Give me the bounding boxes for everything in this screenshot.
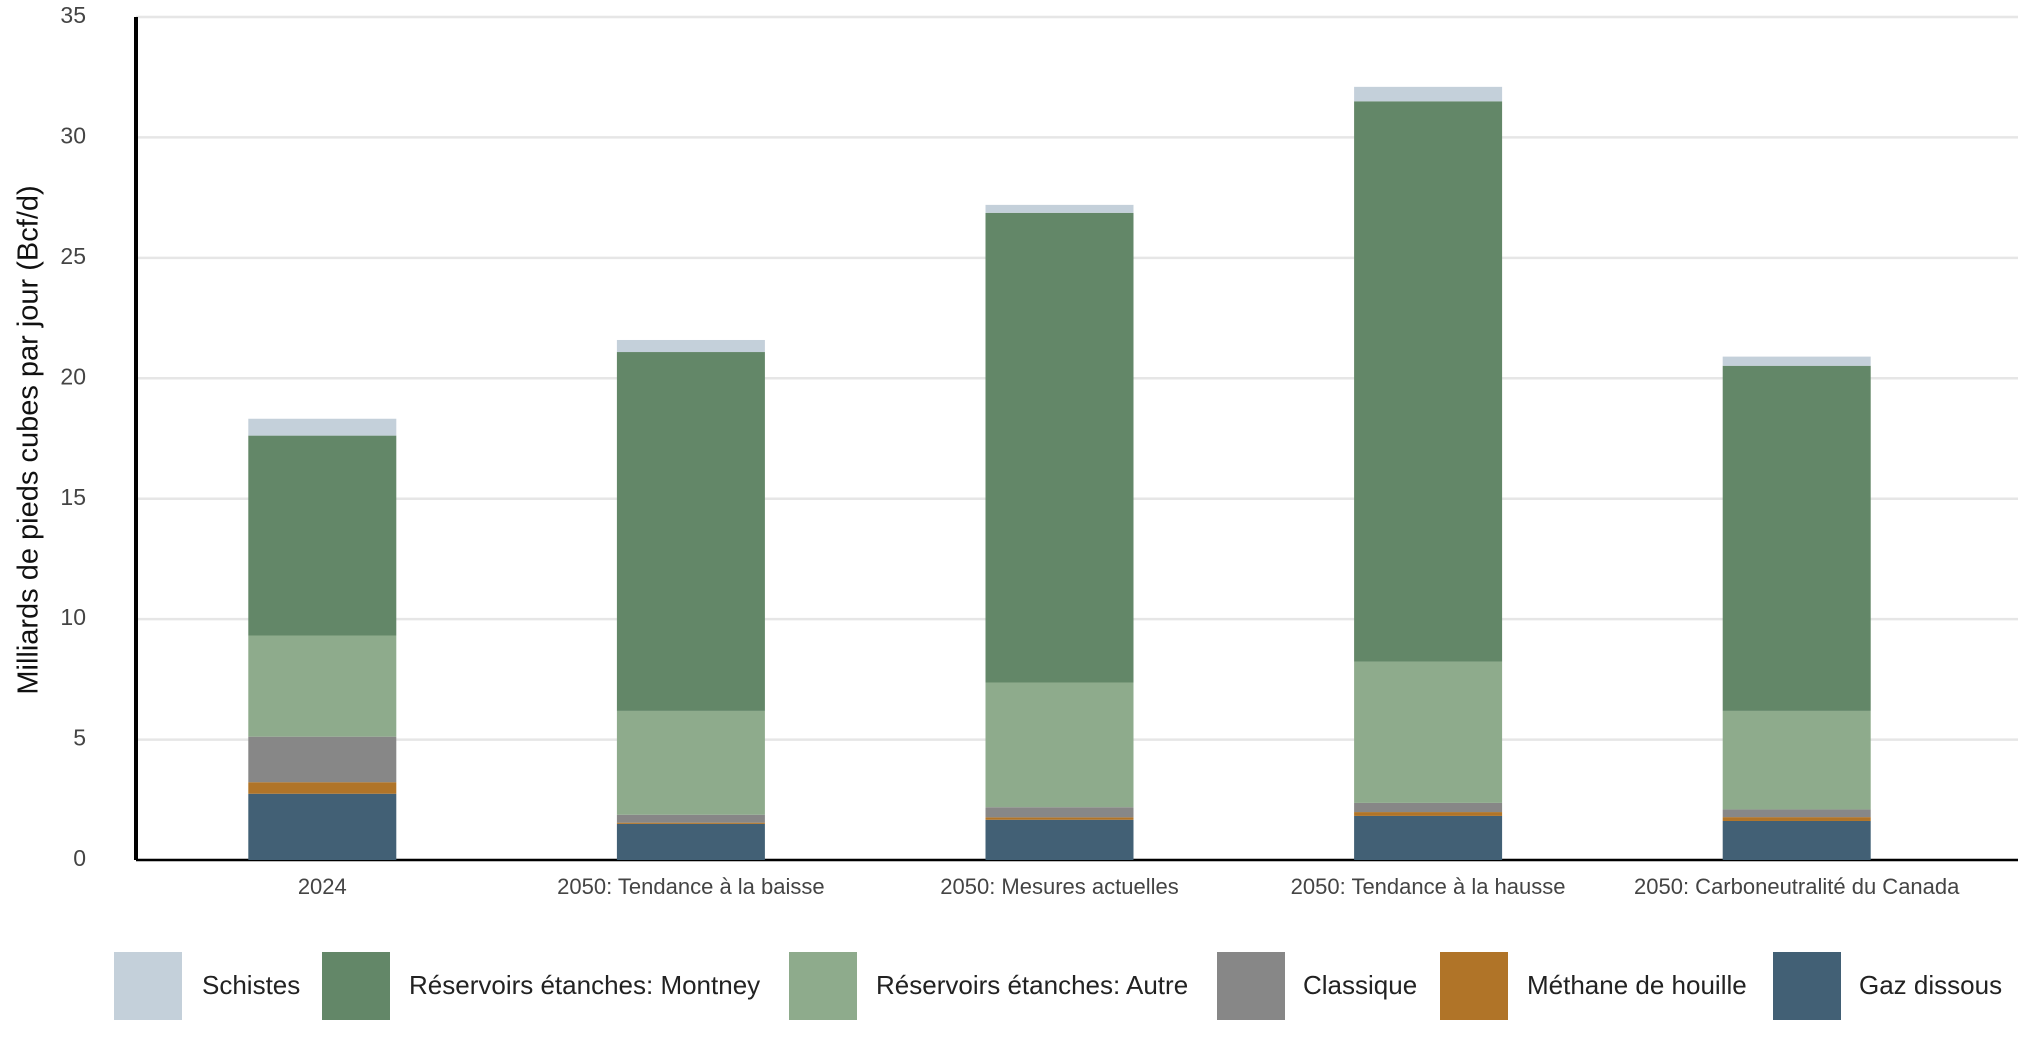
bar-segment (1354, 101, 1503, 662)
bar-segment (1722, 817, 1871, 821)
bar-segment (616, 710, 765, 815)
legend-swatch (1440, 952, 1508, 1020)
y-tick-label: 25 (60, 243, 86, 269)
bar-segment (1354, 802, 1503, 813)
bar-segment (1722, 820, 1871, 860)
y-tick-label: 30 (60, 123, 86, 149)
x-tick-label: 2050: Carboneutralité du Canada (1634, 874, 1960, 899)
bar-segment (1354, 815, 1503, 860)
bar-segment (248, 435, 397, 636)
y-tick-label: 10 (60, 604, 86, 630)
bar-segment (616, 352, 765, 711)
legend-swatch (789, 952, 857, 1020)
y-tick-label: 0 (73, 845, 86, 871)
bar-segment (985, 682, 1134, 808)
bar-segment (985, 817, 1134, 820)
bar-segment (985, 807, 1134, 818)
legend-label: Classique (1303, 970, 1417, 1000)
bar-segment (248, 418, 397, 436)
bar-segment (248, 736, 397, 783)
bar-segment (248, 782, 397, 794)
y-axis-title: Milliards de pieds cubes par jour (Bcf/d… (13, 185, 45, 694)
bar-segment (248, 793, 397, 860)
bar-segment (1722, 710, 1871, 810)
y-tick-label: 20 (60, 363, 86, 389)
legend-swatch (114, 952, 182, 1020)
legend-label: Schistes (202, 970, 300, 1000)
bar-segment (616, 814, 765, 823)
bar-segment (1722, 356, 1871, 366)
x-tick-label: 2050: Mesures actuelles (940, 874, 1178, 899)
legend-label: Réservoirs étanches: Autre (876, 970, 1188, 1000)
legend-swatch (322, 952, 390, 1020)
legend-label: Gaz dissous (1859, 970, 2002, 1000)
y-tick-label: 5 (73, 725, 86, 751)
bar-segment (985, 212, 1134, 683)
legend-label: Méthane de houille (1527, 970, 1747, 1000)
bar-segment (616, 339, 765, 353)
y-tick-label: 35 (60, 2, 86, 28)
bar-segment (616, 823, 765, 860)
legend-swatch (1773, 952, 1841, 1020)
bar-segment (248, 635, 397, 737)
bar-segment (616, 822, 765, 824)
bar-segment (985, 204, 1134, 213)
legend-label: Réservoirs étanches: Montney (409, 970, 760, 1000)
bar-segment (1354, 86, 1503, 102)
y-tick-label: 15 (60, 484, 86, 510)
bar-segment (1722, 365, 1871, 711)
bar-segment (985, 819, 1134, 860)
bar-segment (1354, 812, 1503, 816)
x-tick-label: 2050: Tendance à la baisse (557, 874, 824, 899)
bar-segment (1722, 809, 1871, 818)
legend-swatch (1217, 952, 1285, 1020)
bar-segment (1354, 661, 1503, 803)
x-tick-label: 2024 (298, 874, 347, 899)
x-tick-label: 2050: Tendance à la hausse (1291, 874, 1566, 899)
